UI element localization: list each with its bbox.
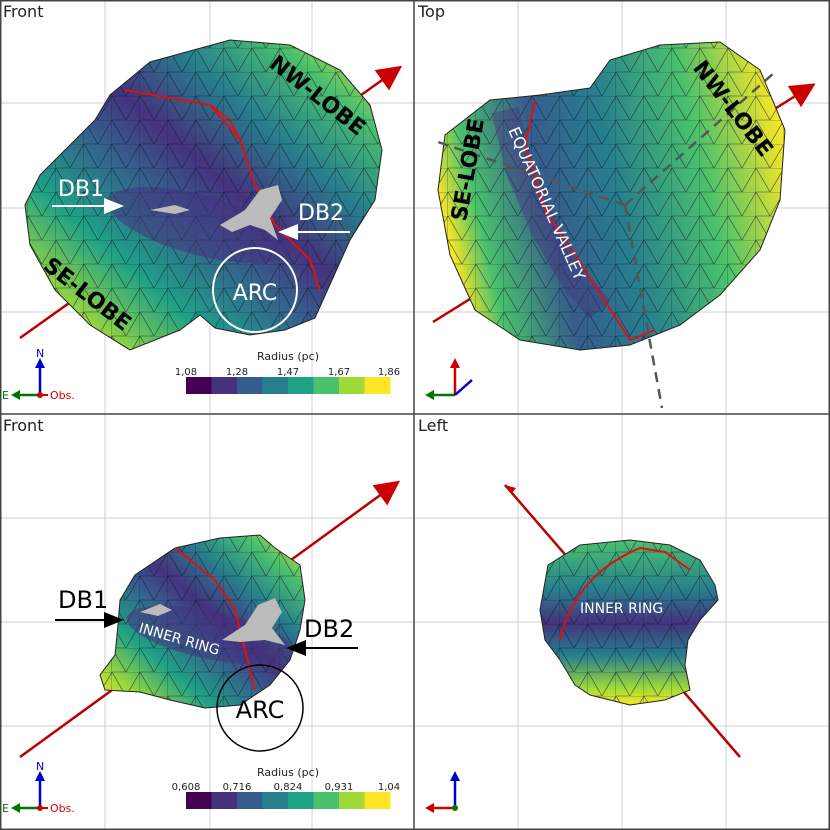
db2-blob xyxy=(222,598,285,645)
colorbar-tick: 1,28 xyxy=(226,367,248,378)
panel-left: INNER RING xyxy=(504,484,741,758)
colorbar-swatch xyxy=(313,377,340,394)
svg-text:Radius (pc): Radius (pc) xyxy=(257,766,319,779)
orientation-triad-front-small: N E Obs. xyxy=(2,760,75,815)
valley-line xyxy=(523,99,656,342)
valley-line xyxy=(174,547,256,691)
svg-text:Radius (pc): Radius (pc) xyxy=(257,350,319,363)
colorbar-tick: 1,86 xyxy=(378,367,400,378)
colorbar-swatches xyxy=(186,792,391,809)
colorbar-swatch xyxy=(211,792,238,809)
svg-text:E: E xyxy=(2,802,9,815)
colorbar-tick: 0,824 xyxy=(274,782,303,793)
colorbar-swatch xyxy=(262,792,289,809)
colorbar-swatch xyxy=(288,377,314,394)
panel-front-large: ARC DB1 DB2 NW-LOBE SE-LOBE xyxy=(19,39,403,351)
panel-top: NW-LOBE SE-LOBE EQUATORIAL VALLEY xyxy=(431,41,816,409)
colorbar-swatch xyxy=(313,792,340,809)
orientation-triad-top xyxy=(425,358,473,400)
colorbar-tick: 1,08 xyxy=(175,367,197,378)
colorbar-swatch xyxy=(186,377,212,394)
svg-text:N: N xyxy=(36,760,44,773)
colorbar-large: Radius (pc) 1,08 1,28 1,47 1,67 1,86 xyxy=(175,350,400,394)
colorbar-swatches xyxy=(186,377,391,394)
colorbar-tick: 0,931 xyxy=(325,782,354,793)
arc-label: ARC xyxy=(236,696,285,724)
orientation-triad-left xyxy=(425,771,460,813)
db2-label: DB2 xyxy=(304,615,354,643)
colorbar-swatch xyxy=(237,377,263,394)
colorbar-swatch xyxy=(288,792,314,809)
colorbar-swatch xyxy=(262,377,289,394)
panel-title-front-bottom: Front xyxy=(3,416,43,435)
svg-text:Obs.: Obs. xyxy=(50,389,75,402)
db2-blob xyxy=(220,185,282,240)
panel-title-top: Top xyxy=(417,2,445,21)
svg-text:E: E xyxy=(2,389,9,402)
db1-blob xyxy=(140,604,172,616)
colorbar-swatch xyxy=(186,792,212,809)
valley-line xyxy=(559,546,691,641)
colorbar-tick: 1,04 xyxy=(378,782,400,793)
colorbar-swatch xyxy=(211,377,238,394)
arc-label: ARC xyxy=(233,281,278,306)
arc-circle xyxy=(212,247,298,333)
svg-text:Obs.: Obs. xyxy=(50,802,75,815)
colorbar-tick: 0,716 xyxy=(223,782,252,793)
db1-label: DB1 xyxy=(58,177,104,202)
db1-label: DB1 xyxy=(58,586,108,614)
arc-circle xyxy=(216,664,304,752)
svg-text:N: N xyxy=(36,347,44,360)
colorbar-swatch xyxy=(237,792,263,809)
colorbar-swatch xyxy=(364,377,391,394)
colorbar-swatch xyxy=(339,377,365,394)
panel-title-left: Left xyxy=(418,416,448,435)
colorbar-swatch xyxy=(364,792,391,809)
dashed-projection-lines xyxy=(431,71,776,409)
orientation-triad-front: N E Obs. xyxy=(2,347,75,402)
panel-title-front-top: Front xyxy=(3,2,43,21)
colorbar-swatch xyxy=(339,792,365,809)
db1-blob xyxy=(150,205,190,214)
db2-label: DB2 xyxy=(298,201,344,226)
colorbar-tick: 0,608 xyxy=(172,782,201,793)
colorbar-tick: 1,67 xyxy=(328,367,350,378)
colorbar-small: Radius (pc) 0,608 0,716 0,824 0,931 1,04 xyxy=(172,766,400,809)
inner-ring-label: INNER RING xyxy=(580,601,663,617)
panel-front-small: ARC DB1 DB2 INNER RING xyxy=(19,480,401,759)
colorbar-tick: 1,47 xyxy=(277,367,299,378)
